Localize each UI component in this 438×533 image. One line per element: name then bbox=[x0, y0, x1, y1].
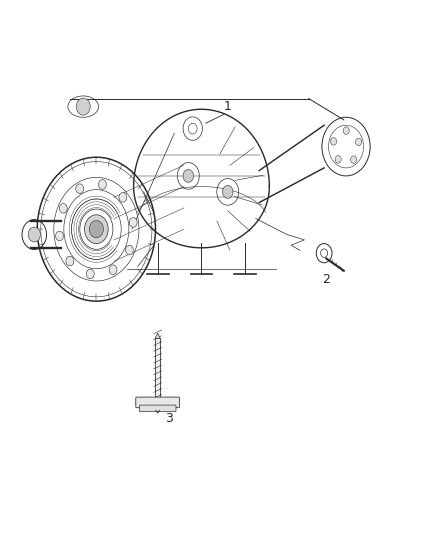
Circle shape bbox=[126, 245, 134, 255]
Circle shape bbox=[183, 169, 194, 182]
Text: 2: 2 bbox=[322, 273, 330, 286]
Circle shape bbox=[66, 256, 74, 266]
Circle shape bbox=[76, 98, 90, 115]
FancyBboxPatch shape bbox=[155, 338, 160, 400]
Circle shape bbox=[356, 138, 362, 146]
Circle shape bbox=[59, 204, 67, 213]
Circle shape bbox=[89, 221, 103, 238]
Circle shape bbox=[350, 156, 357, 164]
Polygon shape bbox=[155, 333, 160, 338]
Circle shape bbox=[28, 227, 40, 242]
Circle shape bbox=[335, 156, 341, 163]
Text: 3: 3 bbox=[165, 412, 173, 425]
Circle shape bbox=[119, 192, 127, 202]
FancyBboxPatch shape bbox=[139, 405, 176, 411]
Circle shape bbox=[223, 185, 233, 198]
Circle shape bbox=[56, 231, 64, 241]
Circle shape bbox=[99, 180, 106, 189]
Circle shape bbox=[129, 217, 137, 227]
Circle shape bbox=[76, 184, 84, 193]
Text: 1: 1 bbox=[224, 100, 232, 113]
Circle shape bbox=[86, 269, 94, 279]
Circle shape bbox=[331, 138, 337, 145]
Circle shape bbox=[343, 127, 349, 134]
Circle shape bbox=[85, 215, 108, 244]
Circle shape bbox=[109, 265, 117, 274]
FancyBboxPatch shape bbox=[136, 397, 180, 408]
